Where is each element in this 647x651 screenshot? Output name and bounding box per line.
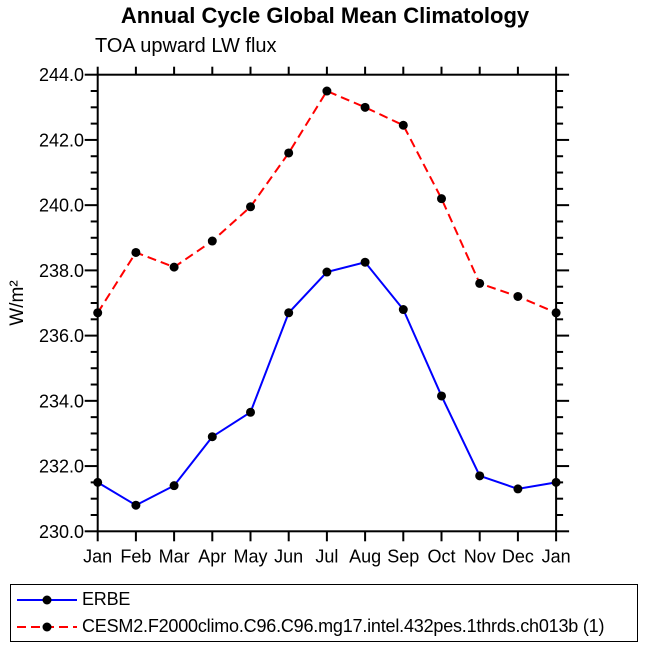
data-point-series-1 xyxy=(475,278,485,288)
data-point-series-0 xyxy=(360,257,370,267)
legend-marker-dot xyxy=(42,622,52,631)
x-tick-label: Jun xyxy=(274,546,303,566)
series-line-1 xyxy=(96,89,557,314)
y-tick-label: 244.0 xyxy=(39,65,84,85)
data-point-series-1 xyxy=(207,236,217,246)
x-tick-label: Dec xyxy=(502,546,534,566)
data-point-series-1 xyxy=(437,194,446,204)
x-tick-label: May xyxy=(233,546,267,566)
erbe-line-swatch xyxy=(17,595,77,604)
x-tick-label: Apr xyxy=(198,546,226,566)
legend-label-erbe: ERBE xyxy=(82,589,131,609)
data-point-series-0 xyxy=(551,477,561,487)
x-tick-label: Aug xyxy=(349,546,381,566)
legend-item-cesm2: CESM2.F2000climo.C96.C96.mg17.intel.432p… xyxy=(11,613,637,640)
y-tick-label: 236.0 xyxy=(39,326,84,346)
x-tick-label: Mar xyxy=(159,546,190,566)
data-point-series-0 xyxy=(131,500,141,510)
x-tick-label: Jan xyxy=(542,546,571,566)
legend-marker-dot xyxy=(42,595,52,604)
data-point-series-1 xyxy=(131,247,141,257)
data-point-series-0 xyxy=(169,481,179,491)
plot-area: 230.0 232.0 234.0 236.0 238.0 240.0 242.0 244.0… xyxy=(39,65,571,566)
legend-item-erbe: ERBE xyxy=(11,586,637,613)
data-point-series-1 xyxy=(284,148,294,158)
data-point-series-1 xyxy=(93,308,103,318)
y-tick-label: 230.0 xyxy=(39,522,84,542)
data-point-series-0 xyxy=(475,471,485,481)
y-tick-label: 234.0 xyxy=(39,391,84,411)
data-point-series-0 xyxy=(284,308,294,318)
x-tick-label: Jul xyxy=(315,546,338,566)
x-tick-label: Jan xyxy=(83,546,112,566)
y-tick-label: 232.0 xyxy=(39,457,84,477)
data-point-series-1 xyxy=(513,291,523,301)
series-line-0 xyxy=(97,261,557,507)
legend: ERBE CESM2.F2000climo.C96.C96.mg17.intel… xyxy=(10,584,638,642)
data-point-series-0 xyxy=(93,477,103,487)
y-tick-label: 238.0 xyxy=(39,261,84,281)
data-point-series-0 xyxy=(513,484,523,494)
x-tick-label: Sep xyxy=(387,546,419,566)
y-tick-label: 242.0 xyxy=(39,130,84,150)
x-tick-label: Oct xyxy=(427,546,455,566)
data-point-series-1 xyxy=(551,308,561,318)
data-point-series-0 xyxy=(398,305,408,315)
data-point-series-1 xyxy=(246,202,255,212)
data-point-series-0 xyxy=(322,267,332,277)
data-point-series-1 xyxy=(169,262,179,272)
plot-frame xyxy=(96,73,558,533)
legend-label-cesm2: CESM2.F2000climo.C96.C96.mg17.intel.432p… xyxy=(82,616,605,636)
data-point-series-1 xyxy=(360,102,370,112)
y-tick-label: 240.0 xyxy=(39,196,84,216)
data-point-series-0 xyxy=(207,432,217,442)
data-point-series-0 xyxy=(437,391,446,401)
chart-title: Annual Cycle Global Mean Climatology xyxy=(120,3,530,28)
cesm2-line-swatch xyxy=(17,622,77,631)
x-tick-label: Feb xyxy=(120,546,151,566)
data-point-series-1 xyxy=(398,120,408,130)
data-point-series-0 xyxy=(246,407,255,417)
x-tick-label: Nov xyxy=(464,546,496,566)
data-point-series-1 xyxy=(322,86,332,96)
chart-subtitle: TOA upward LW flux xyxy=(95,35,277,57)
